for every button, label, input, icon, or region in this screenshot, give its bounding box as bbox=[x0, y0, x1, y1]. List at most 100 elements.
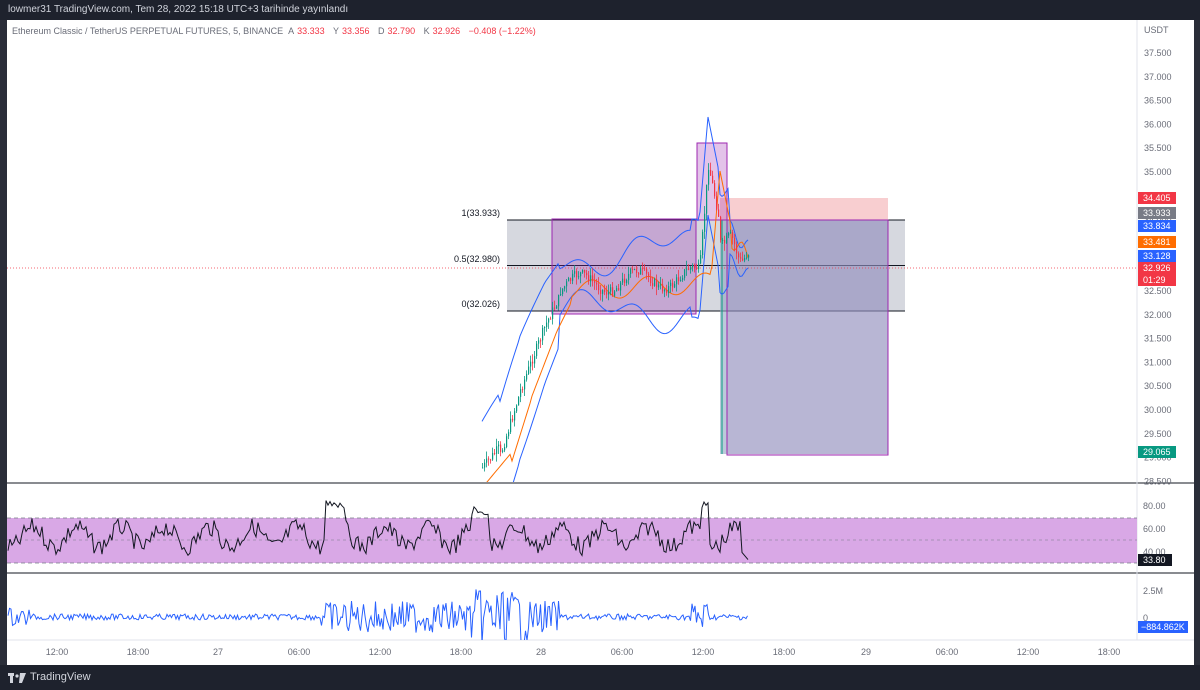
time-axis-label: 12:00 bbox=[1017, 647, 1040, 657]
bollinger-lower-line[interactable] bbox=[482, 214, 749, 529]
candle-body bbox=[592, 275, 594, 282]
candle-body bbox=[538, 340, 540, 344]
price-axis-label: 35.500 bbox=[1144, 143, 1172, 153]
take-profit-zone[interactable] bbox=[720, 220, 888, 454]
volume-oscillator-pane[interactable] bbox=[7, 589, 748, 644]
candle-body bbox=[490, 459, 492, 461]
candle-body bbox=[612, 287, 614, 296]
candle-body bbox=[628, 273, 630, 281]
candle-body bbox=[604, 289, 606, 292]
rsi-line[interactable] bbox=[7, 500, 749, 560]
price-badges: 34.405 33.933 33.834 33.481 33.128 32.926 01:2… bbox=[1138, 192, 1176, 458]
time-axis-label: 06:00 bbox=[288, 647, 311, 657]
candle-body bbox=[510, 418, 512, 433]
candle-body bbox=[572, 273, 574, 281]
volume-axis-label: 2.5M bbox=[1143, 586, 1163, 596]
candle-body bbox=[642, 268, 644, 270]
price-axis-label: 30.500 bbox=[1144, 381, 1172, 391]
candle-body bbox=[660, 284, 662, 286]
stop-loss-zone[interactable] bbox=[720, 198, 888, 220]
candle-body bbox=[712, 175, 714, 184]
ohlc-open: A 33.333 bbox=[288, 26, 325, 36]
candle-body bbox=[702, 231, 704, 256]
candle-body bbox=[500, 444, 502, 452]
candle-body bbox=[716, 196, 718, 210]
ohlc-low: D 32.790 bbox=[378, 26, 416, 36]
candle-body bbox=[498, 444, 500, 447]
candle-body bbox=[586, 272, 588, 276]
candle-body bbox=[526, 373, 528, 380]
price-badge bbox=[1138, 192, 1176, 204]
candle-body bbox=[624, 278, 626, 284]
price-axis-label: 32.500 bbox=[1144, 286, 1172, 296]
candle-body bbox=[726, 235, 728, 244]
candle-body bbox=[492, 452, 494, 460]
candle-body bbox=[518, 396, 520, 406]
candle-body bbox=[668, 286, 670, 294]
price-axis-currency: USDT bbox=[1144, 25, 1169, 35]
candle-body bbox=[720, 216, 722, 241]
rsi-pane[interactable] bbox=[7, 500, 1137, 564]
price-badge bbox=[1138, 250, 1176, 262]
candle-body bbox=[556, 306, 558, 309]
price-badge bbox=[1138, 220, 1176, 232]
time-axis-label: 12:00 bbox=[369, 647, 392, 657]
candle-body bbox=[626, 280, 628, 284]
rsi-value-badge bbox=[1138, 554, 1172, 566]
candle-body bbox=[730, 232, 732, 234]
price-badge bbox=[1138, 274, 1176, 286]
time-axis-label: 29 bbox=[861, 647, 871, 657]
rsi-axis-label: 40.00 bbox=[1143, 547, 1166, 557]
candle-body bbox=[524, 379, 526, 390]
time-axis-label: 27 bbox=[213, 647, 223, 657]
candlestick-series[interactable] bbox=[482, 162, 750, 472]
time-axis-label: 18:00 bbox=[127, 647, 150, 657]
candle-body bbox=[532, 361, 534, 364]
ema-line[interactable] bbox=[482, 170, 749, 488]
candle-body bbox=[700, 255, 702, 264]
candle-body bbox=[690, 267, 692, 270]
time-axis-label: 18:00 bbox=[450, 647, 473, 657]
candle-body bbox=[632, 268, 634, 270]
publish-info-text: lowmer31 TradingView.com, Tem 28, 2022 1… bbox=[8, 4, 349, 15]
candle-body bbox=[670, 282, 672, 287]
candle-body bbox=[552, 307, 554, 319]
candle-body bbox=[606, 291, 608, 295]
candle-body bbox=[528, 366, 530, 374]
time-axis[interactable]: 12:00 18:00 27 06:00 12:00 18:00 28 06:00 12:00 1… bbox=[46, 647, 1121, 657]
volume-axis-label: 0 bbox=[1143, 613, 1148, 623]
candle-body bbox=[522, 389, 524, 391]
candle-body bbox=[516, 405, 518, 412]
candle-body bbox=[578, 276, 580, 278]
candle-body bbox=[558, 294, 560, 307]
target-rectangle[interactable] bbox=[726, 219, 889, 456]
price-change: −0.408 (−1.22%) bbox=[468, 26, 536, 36]
candle-body bbox=[640, 268, 642, 275]
candle-body bbox=[546, 322, 548, 328]
candle-body bbox=[664, 289, 666, 292]
volume-oscillator-line[interactable] bbox=[7, 589, 748, 644]
candle-body bbox=[548, 318, 550, 323]
bollinger-upper-line[interactable] bbox=[481, 116, 749, 422]
candle-body bbox=[584, 269, 586, 273]
time-axis-label: 06:00 bbox=[936, 647, 959, 657]
consolidation-rectangle[interactable] bbox=[551, 218, 697, 315]
candle-body bbox=[582, 269, 584, 273]
candle-body bbox=[634, 269, 636, 271]
candle-body bbox=[732, 232, 734, 239]
fib-label: 0.5(32.980) bbox=[454, 254, 500, 264]
candle-body bbox=[644, 268, 646, 270]
candle-body bbox=[704, 213, 706, 232]
ohlc-high: Y 33.356 bbox=[332, 26, 370, 36]
short-position-tool[interactable] bbox=[720, 198, 888, 454]
candle-body bbox=[614, 291, 616, 296]
symbol-legend[interactable]: Ethereum Classic / TetherUS PERPETUAL FU… bbox=[12, 26, 539, 36]
candle-body bbox=[748, 255, 750, 258]
price-axis-label: 29.500 bbox=[1144, 429, 1172, 439]
candle-body bbox=[740, 257, 742, 259]
candle-body bbox=[496, 446, 498, 454]
candle-body bbox=[514, 411, 516, 421]
candle-body bbox=[654, 279, 656, 286]
candle-body bbox=[746, 257, 748, 259]
